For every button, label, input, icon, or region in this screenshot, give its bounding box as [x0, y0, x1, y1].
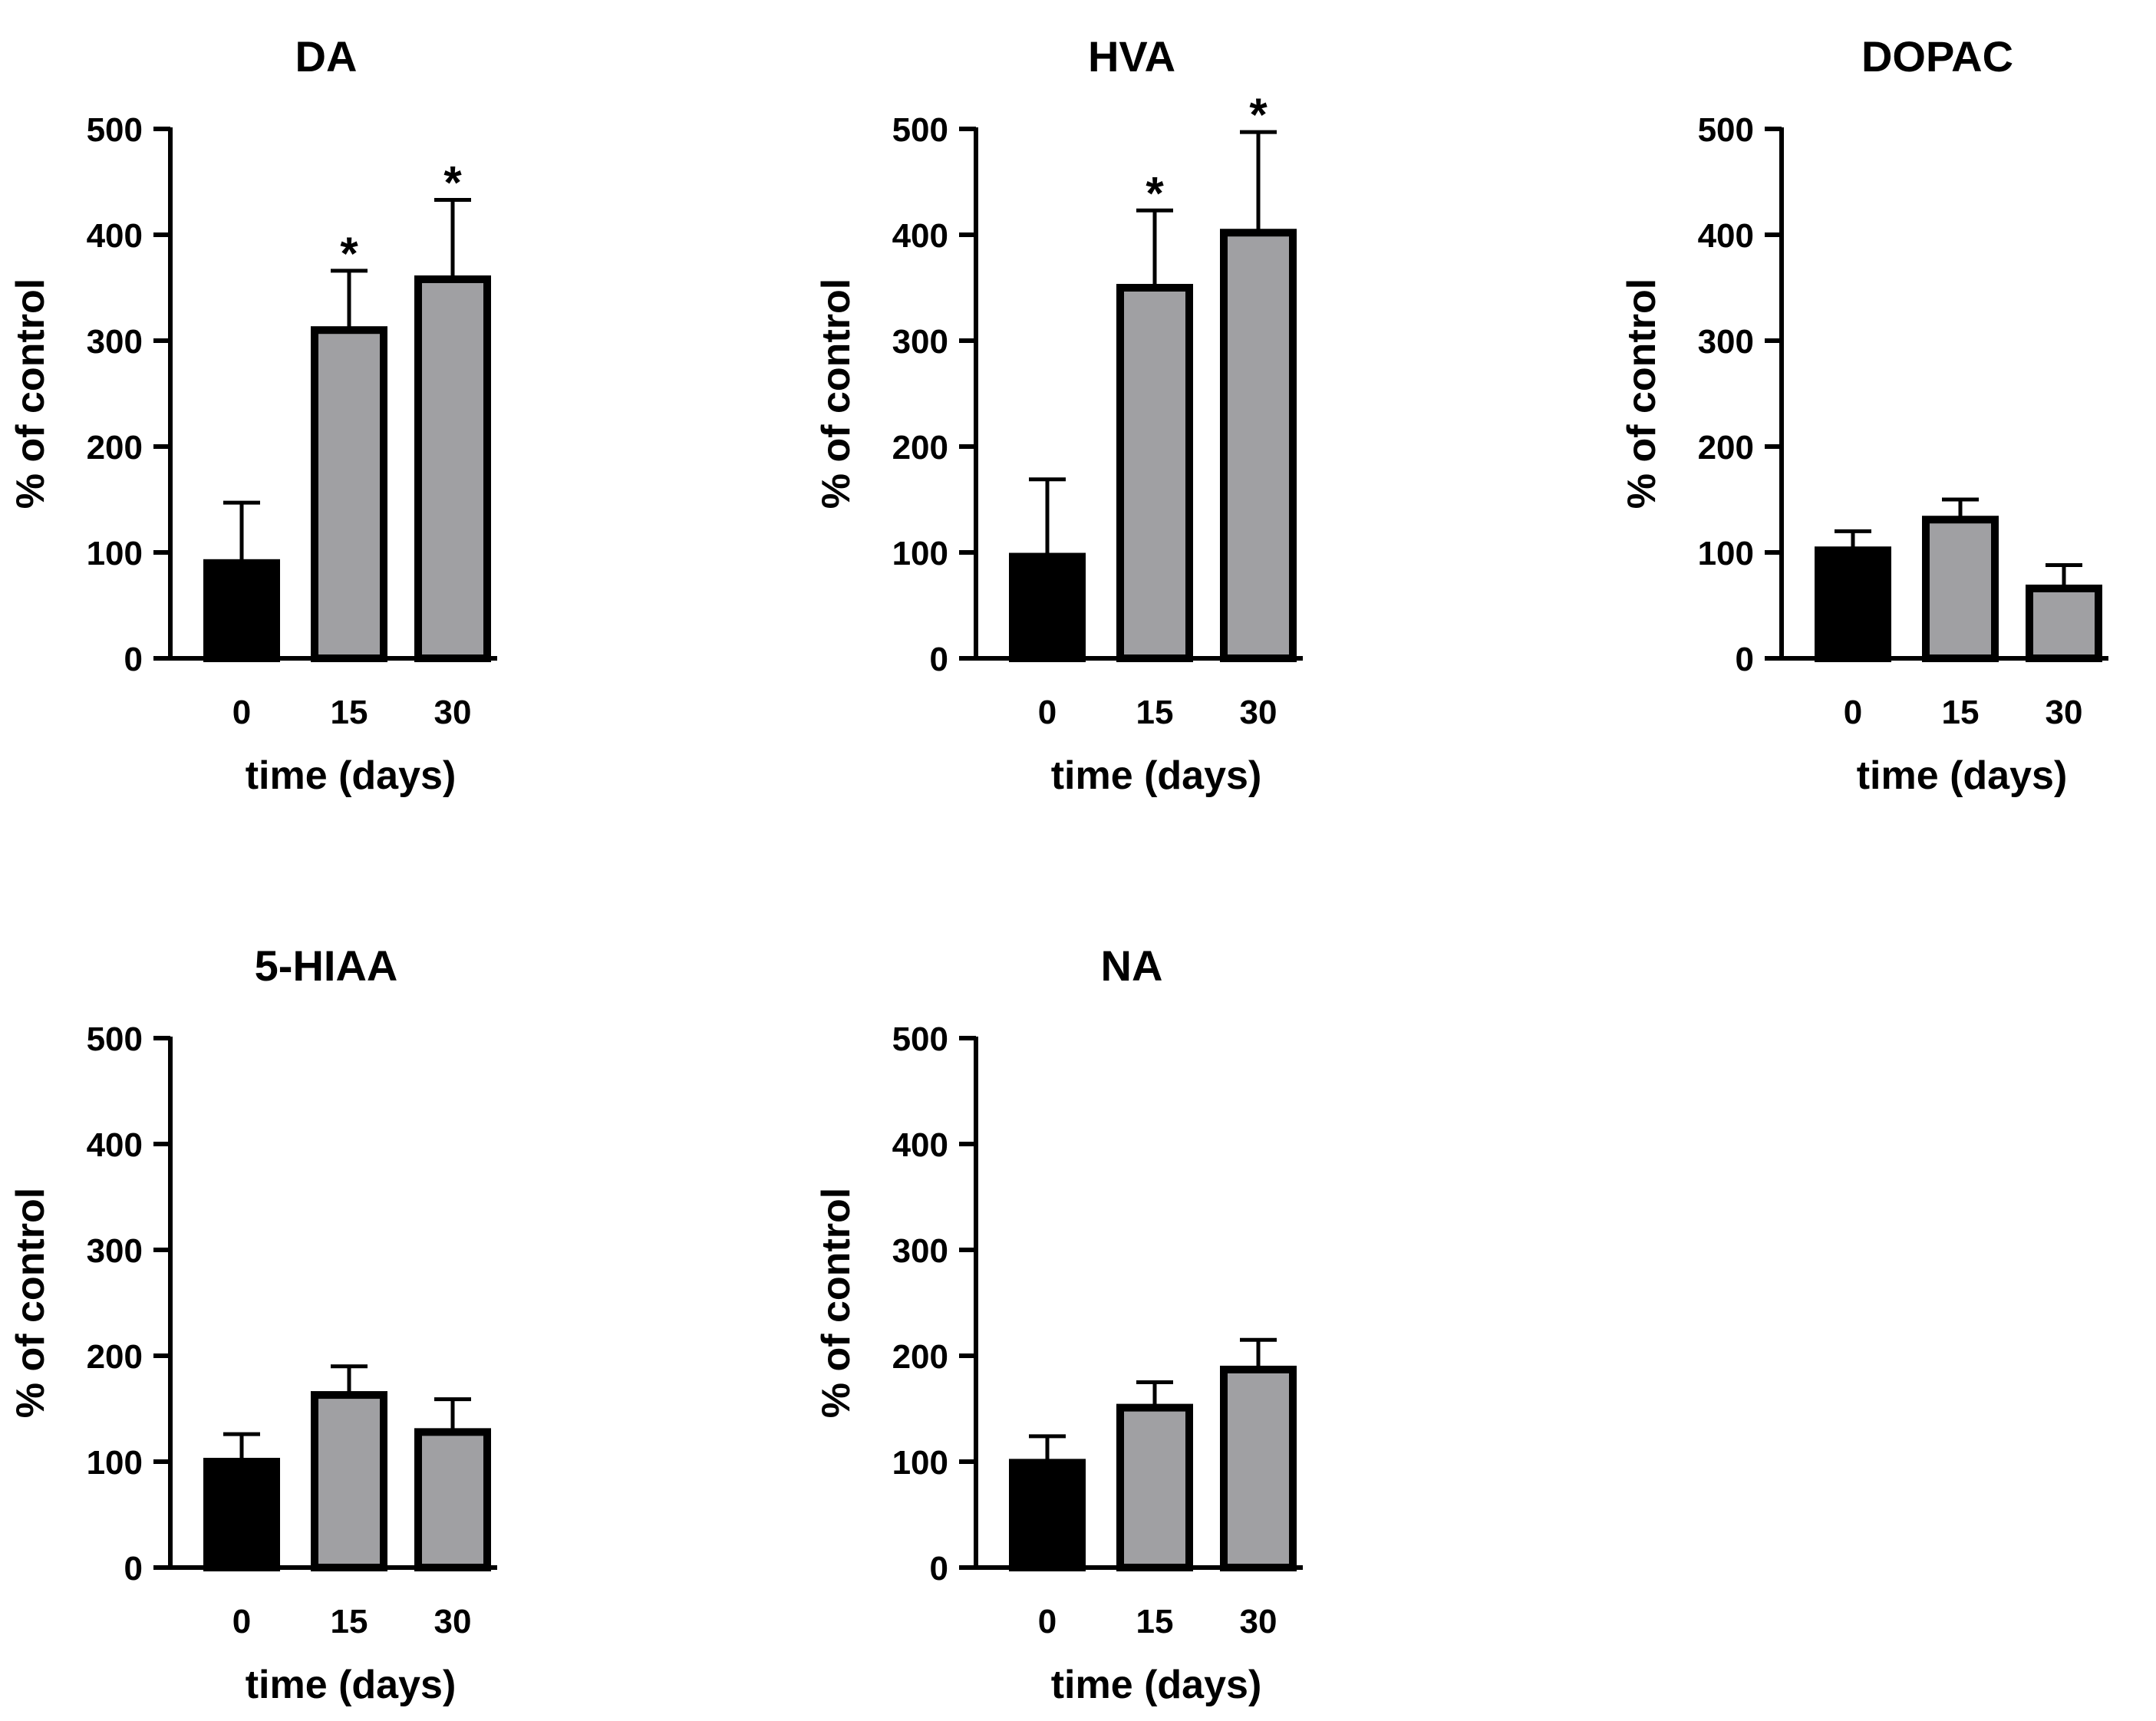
y-tick-label: 500 [892, 111, 948, 149]
bar-15 [1922, 516, 1999, 662]
y-tick-label: 200 [87, 429, 143, 467]
y-tick-label: 400 [87, 1126, 143, 1164]
x-axis-label: time (days) [246, 753, 457, 798]
x-axis-label: time (days) [1857, 753, 2068, 798]
y-tick-label: 100 [87, 535, 143, 572]
x-tick-label: 15 [1136, 694, 1174, 731]
x-tick-label: 30 [1240, 1603, 1277, 1640]
y-axis-label: % of control [8, 1188, 53, 1418]
y-tick-label: 200 [892, 1338, 948, 1376]
significance-marker: * [443, 157, 462, 208]
x-tick-label: 0 [1038, 1603, 1057, 1640]
chart-panel-3: DOPAC 0 100 200 300 400 500 % of control 0 15 30 ti… [1620, 32, 2108, 798]
chart-panel-1: DA 0 100 200 300 400 500 % of control 0 15 * 30 * tim… [8, 32, 497, 798]
significance-marker: * [1249, 89, 1268, 140]
y-tick-label: 200 [87, 1338, 143, 1376]
y-axis-label: % of control [814, 279, 859, 509]
y-tick-label: 400 [892, 1126, 948, 1164]
bar-0 [203, 559, 280, 662]
bar-0 [1815, 546, 1891, 662]
x-tick-label: 0 [1038, 694, 1057, 731]
y-tick-label: 0 [124, 641, 143, 678]
bar-30 [414, 275, 491, 662]
bar-30 [414, 1428, 491, 1571]
y-tick-label: 0 [930, 641, 948, 678]
bar-0 [1009, 1459, 1086, 1571]
y-tick-label: 300 [892, 1232, 948, 1270]
y-tick-label: 100 [87, 1444, 143, 1482]
y-tick-label: 100 [1698, 535, 1754, 572]
significance-marker: * [340, 228, 358, 279]
y-tick-label: 400 [87, 217, 143, 255]
x-axis-label: time (days) [1051, 1663, 1262, 1707]
x-tick-label: 30 [434, 1603, 472, 1640]
bar-15 [1116, 284, 1193, 662]
y-tick-label: 500 [1698, 111, 1754, 149]
chart-panel-4: 5-HIAA 0 100 200 300 400 500 % of control 0 15 30 t… [8, 941, 497, 1707]
y-axis-label: % of control [1620, 279, 1664, 509]
x-axis-label: time (days) [246, 1663, 457, 1707]
bar-15 [311, 326, 387, 662]
y-tick-label: 300 [1698, 323, 1754, 361]
y-tick-label: 500 [87, 1020, 143, 1058]
y-tick-label: 0 [1736, 641, 1754, 678]
y-tick-label: 500 [892, 1020, 948, 1058]
significance-marker: * [1146, 167, 1164, 219]
chart-title: DOPAC [1861, 32, 2013, 81]
y-tick-label: 400 [892, 217, 948, 255]
bar-15 [311, 1391, 387, 1572]
y-tick-label: 300 [892, 323, 948, 361]
bar-30 [2026, 584, 2102, 662]
y-tick-label: 100 [892, 1444, 948, 1482]
y-tick-label: 100 [892, 535, 948, 572]
y-tick-label: 500 [87, 111, 143, 149]
bar-0 [1009, 552, 1086, 663]
x-tick-label: 30 [2046, 694, 2083, 731]
x-tick-label: 15 [1136, 1603, 1174, 1640]
x-tick-label: 0 [1844, 694, 1862, 731]
y-tick-label: 0 [930, 1550, 948, 1587]
y-axis-label: % of control [814, 1188, 859, 1418]
y-tick-label: 400 [1698, 217, 1754, 255]
y-tick-label: 0 [124, 1550, 143, 1587]
chart-title: NA [1101, 941, 1163, 990]
chart-panel-2: HVA 0 100 200 300 400 500 % of control 0 15 * 30 * ti… [814, 32, 1303, 798]
y-tick-label: 300 [87, 323, 143, 361]
x-tick-label: 30 [1240, 694, 1277, 731]
x-tick-label: 0 [232, 694, 251, 731]
chart-panel-5: NA 0 100 200 300 400 500 % of control 0 15 30 time … [814, 941, 1303, 1707]
bar-30 [1220, 229, 1297, 662]
x-tick-label: 30 [434, 694, 472, 731]
chart-title: 5-HIAA [255, 941, 398, 990]
bar-0 [203, 1458, 280, 1571]
chart-title: DA [295, 32, 358, 81]
y-tick-label: 300 [87, 1232, 143, 1270]
y-tick-label: 200 [1698, 429, 1754, 467]
x-tick-label: 15 [1942, 694, 1980, 731]
y-tick-label: 200 [892, 429, 948, 467]
bar-30 [1220, 1365, 1297, 1571]
chart-title: HVA [1088, 32, 1175, 81]
bar-15 [1116, 1403, 1193, 1571]
x-tick-label: 15 [331, 1603, 368, 1640]
x-axis-label: time (days) [1051, 753, 1262, 798]
x-tick-label: 0 [232, 1603, 251, 1640]
y-axis-label: % of control [8, 279, 53, 509]
x-tick-label: 15 [331, 694, 368, 731]
